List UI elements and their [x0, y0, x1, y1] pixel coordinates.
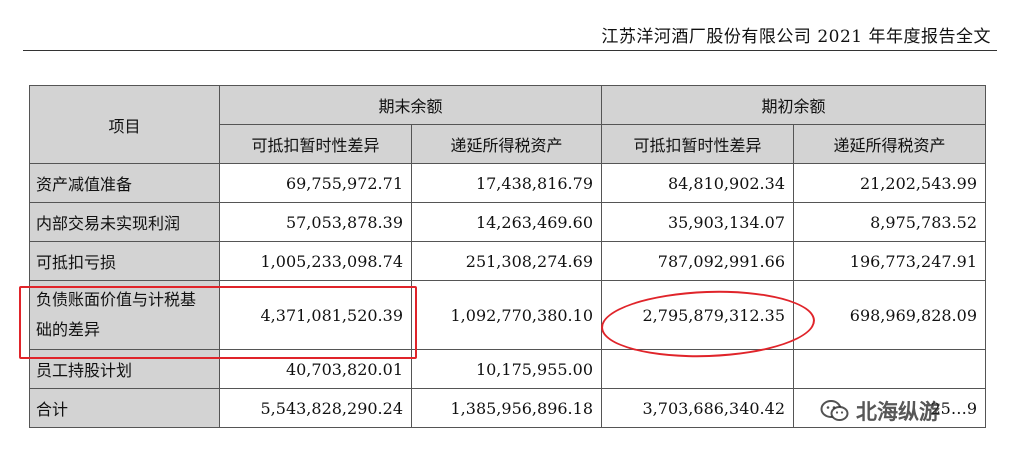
- cell-end-deductible: 5,543,828,290.24: [219, 388, 412, 428]
- sub-header-begin-deductible: 可抵扣暂时性差异: [601, 124, 794, 164]
- cell-end-deferred: 10,175,955.00: [411, 349, 602, 389]
- cell-begin-deferred: 25…9: [793, 388, 986, 428]
- cell-end-deferred: 251,308,274.69: [411, 241, 602, 281]
- cell-begin-deferred: 196,773,247.91: [793, 241, 986, 281]
- cell-begin-deductible: 787,092,991.66: [601, 241, 794, 281]
- deferred-tax-table: 项目 期末余额 期初余额 可抵扣暂时性差异 递延所得税资产 可抵扣暂时性差异 递…: [29, 85, 986, 428]
- col-item-header: 项目: [29, 85, 220, 164]
- row-label: 资产减值准备: [29, 163, 220, 203]
- table-row: 内部交易未实现利润 57,053,878.39 14,263,469.60 35…: [29, 202, 986, 242]
- sub-header-begin-deferred: 递延所得税资产: [793, 124, 986, 164]
- cell-end-deductible: 1,005,233,098.74: [219, 241, 412, 281]
- cell-end-deductible: 69,755,972.71: [219, 163, 412, 203]
- cell-end-deferred: 14,263,469.60: [411, 202, 602, 242]
- sub-header-end-deductible: 可抵扣暂时性差异: [219, 124, 412, 164]
- cell-end-deductible: 4,371,081,520.39: [219, 280, 412, 350]
- table-row: 负债账面价值与计税基 础的差异 4,371,081,520.39 1,092,7…: [29, 280, 986, 350]
- row-label-line2: 础的差异: [36, 320, 101, 339]
- cell-begin-deferred: 8,975,783.52: [793, 202, 986, 242]
- cell-begin-deductible: 3,703,686,340.42: [601, 388, 794, 428]
- table-row: 合计 5,543,828,290.24 1,385,956,896.18 3,7…: [29, 388, 986, 428]
- cell-end-deferred: 1,385,956,896.18: [411, 388, 602, 428]
- cell-begin-deductible: [601, 349, 794, 389]
- row-label: 内部交易未实现利润: [29, 202, 220, 242]
- row-label: 合计: [29, 388, 220, 428]
- row-label-line1: 负债账面价值与计税基: [36, 290, 197, 309]
- cell-end-deferred: 1,092,770,380.10: [411, 280, 602, 350]
- table-row: 可抵扣亏损 1,005,233,098.74 251,308,274.69 78…: [29, 241, 986, 281]
- cell-begin-deductible: 35,903,134.07: [601, 202, 794, 242]
- cell-begin-deductible: 84,810,902.34: [601, 163, 794, 203]
- table-row: 资产减值准备 69,755,972.71 17,438,816.79 84,81…: [29, 163, 986, 203]
- sub-header-end-deferred: 递延所得税资产: [411, 124, 602, 164]
- report-header-title: 江苏洋河酒厂股份有限公司 2021 年年度报告全文: [601, 27, 991, 47]
- row-label: 员工持股计划: [29, 349, 220, 389]
- row-label: 负债账面价值与计税基 础的差异: [29, 280, 220, 350]
- cell-end-deferred: 17,438,816.79: [411, 163, 602, 203]
- cell-end-deductible: 40,703,820.01: [219, 349, 412, 389]
- cell-begin-deductible: 2,795,879,312.35: [601, 280, 794, 350]
- table-row: 员工持股计划 40,703,820.01 10,175,955.00: [29, 349, 986, 389]
- cell-begin-deferred: 21,202,543.99: [793, 163, 986, 203]
- header-rule: [23, 50, 997, 51]
- cell-end-deductible: 57,053,878.39: [219, 202, 412, 242]
- group-begin-header: 期初余额: [601, 85, 986, 125]
- group-end-header: 期末余额: [219, 85, 602, 125]
- cell-begin-deferred: [793, 349, 986, 389]
- cell-begin-deferred: 698,969,828.09: [793, 280, 986, 350]
- row-label: 可抵扣亏损: [29, 241, 220, 281]
